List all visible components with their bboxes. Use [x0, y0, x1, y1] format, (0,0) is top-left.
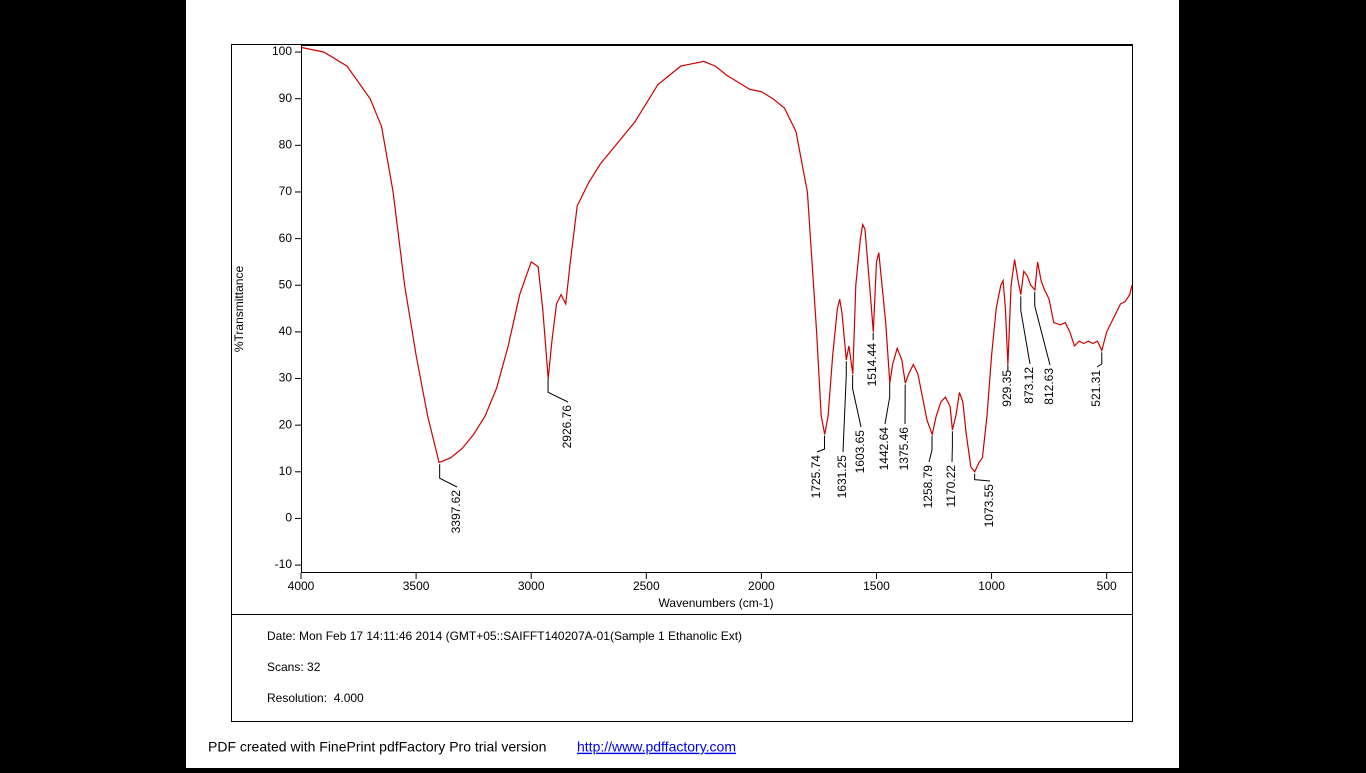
y-tick-label: 20	[279, 417, 293, 431]
info-scans: Scans: 32	[267, 660, 321, 674]
y-tick-label: 80	[279, 138, 293, 152]
y-tick-label: -10	[275, 557, 293, 571]
y-tick-label: 100	[272, 44, 292, 58]
y-tick-label: 40	[279, 324, 293, 338]
footer-link[interactable]: http://www.pdffactory.com	[577, 739, 736, 755]
x-tick-label: 1500	[863, 579, 890, 593]
y-tick-label: 70	[279, 184, 293, 198]
x-tick-label: 2500	[633, 579, 660, 593]
y-tick-label: 60	[279, 231, 293, 245]
peak-label: 1258.79	[921, 465, 935, 509]
peak-label: 1514.44	[865, 343, 879, 387]
x-tick-label: 3500	[403, 579, 430, 593]
y-tick-label: 0	[285, 511, 292, 525]
peak-label: 812.63	[1042, 368, 1056, 405]
peak-label: 1631.25	[835, 455, 849, 499]
peak-label: 1603.65	[853, 430, 867, 474]
x-tick-label: 3000	[518, 579, 545, 593]
info-resolution: Resolution: 4.000	[267, 691, 364, 705]
y-axis-label: %Transmittance	[232, 266, 246, 353]
peak-label: 1170.22	[944, 465, 958, 508]
y-tick-label: 10	[279, 464, 293, 478]
x-tick-label: 2000	[748, 579, 775, 593]
info-date: Date: Mon Feb 17 14:11:46 2014 (GMT+05::…	[267, 629, 742, 643]
peak-label: 1375.46	[897, 427, 911, 471]
y-tick-label: 30	[279, 371, 293, 385]
footer-text: PDF created with FinePrint pdfFactory Pr…	[208, 739, 546, 755]
peak-label: 3397.62	[449, 490, 463, 534]
peak-label: 873.12	[1022, 367, 1036, 404]
peak-label: 929.35	[1000, 370, 1014, 407]
x-tick-label: 1000	[978, 579, 1005, 593]
x-tick-label: 4000	[288, 579, 315, 593]
peak-label: 1442.64	[877, 427, 891, 471]
y-tick-label: 90	[279, 91, 293, 105]
y-tick-label: 50	[279, 277, 293, 291]
peak-label: 1725.74	[809, 455, 823, 499]
x-axis-label: Wavenumbers (cm-1)	[659, 596, 774, 610]
peak-label: 521.31	[1089, 370, 1103, 407]
peak-label: 1073.55	[982, 484, 996, 528]
x-tick-label: 500	[1097, 579, 1117, 593]
peak-label: 2926.76	[560, 405, 574, 449]
